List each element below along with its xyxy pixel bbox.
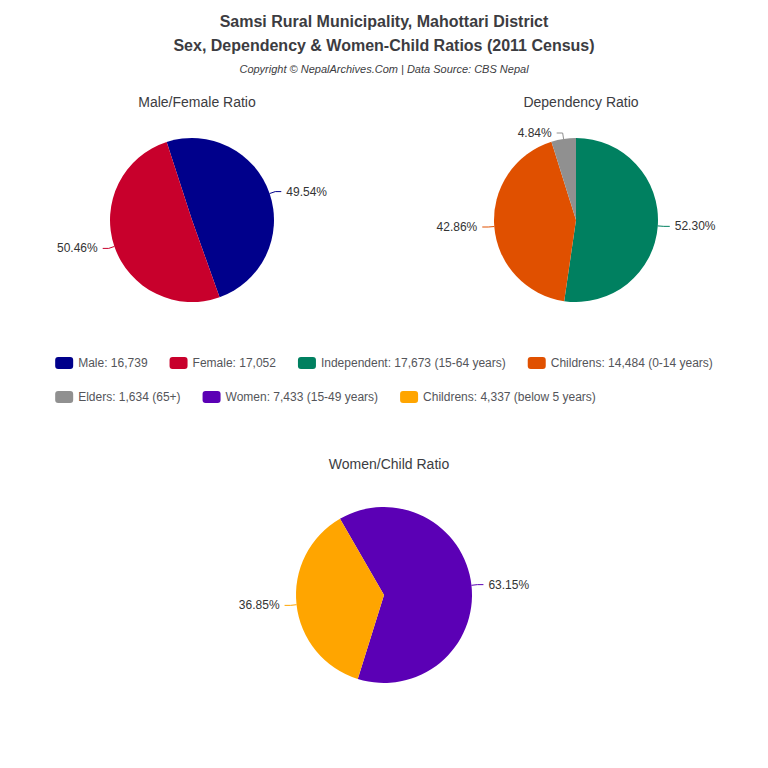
svg-text:Elders: 1,634 (65+): Elders: 1,634 (65+) [78,390,180,404]
svg-text:Male/Female Ratio: Male/Female Ratio [138,94,256,110]
svg-text:Samsi Rural Municipality, Maho: Samsi Rural Municipality, Mahottari Dist… [220,13,549,30]
svg-text:Sex, Dependency & Women-Child: Sex, Dependency & Women-Child Ratios (20… [173,37,594,54]
svg-text:Copyright © NepalArchives.Com: Copyright © NepalArchives.Com | Data Sou… [239,63,529,75]
svg-text:Male: 16,739: Male: 16,739 [78,356,148,370]
svg-text:Female: 17,052: Female: 17,052 [193,356,277,370]
svg-text:50.46%: 50.46% [57,241,98,255]
svg-text:52.30%: 52.30% [675,219,716,233]
svg-text:49.54%: 49.54% [286,185,327,199]
svg-text:Dependency Ratio: Dependency Ratio [523,94,638,110]
svg-text:Childrens: 14,484 (0-14 years): Childrens: 14,484 (0-14 years) [551,356,713,370]
svg-text:Women/Child Ratio: Women/Child Ratio [329,456,450,472]
svg-text:Women: 7,433 (15-49 years): Women: 7,433 (15-49 years) [226,390,379,404]
svg-text:4.84%: 4.84% [518,126,552,140]
svg-text:Independent: 17,673 (15-64 yea: Independent: 17,673 (15-64 years) [321,356,506,370]
svg-text:36.85%: 36.85% [239,598,280,612]
svg-text:42.86%: 42.86% [437,220,478,234]
svg-text:63.15%: 63.15% [488,578,529,592]
svg-text:Childrens: 4,337 (below 5 year: Childrens: 4,337 (below 5 years) [423,390,596,404]
